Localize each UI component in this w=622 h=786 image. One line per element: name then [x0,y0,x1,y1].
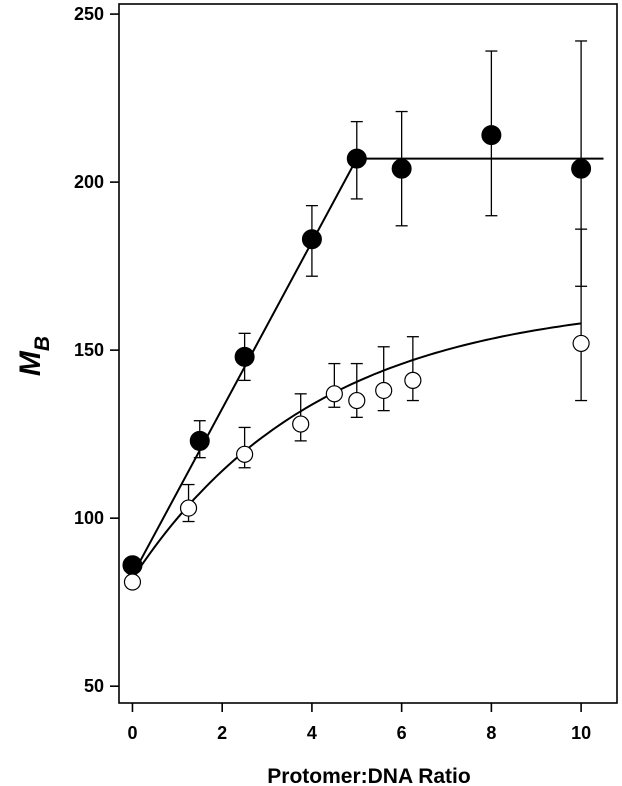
data-point-filled [391,158,412,179]
x-tick-label: 6 [397,723,407,743]
x-axis-title: Protomer:DNA Ratio [267,765,470,786]
x-tick-label: 8 [486,723,496,743]
x-tick-label: 4 [307,723,317,743]
data-point-filled [234,346,255,367]
plot-frame-layer [118,3,618,704]
data-point-filled [346,148,367,169]
data-point-open [292,415,310,433]
y-axis-title: MB [14,336,54,376]
y-tick-label: 250 [74,4,104,24]
data-point-filled [301,229,322,250]
data-point-open [325,385,343,403]
data-point-filled [122,555,143,576]
data-points-layer [122,125,592,591]
data-point-open [572,334,590,353]
data-point-open [123,573,142,591]
axis-ticks-layer: 0 2 4 6 8 10 50 100 150 200 250 [74,4,591,743]
x-tick-label: 0 [127,723,137,743]
data-point-open [179,499,198,517]
y-axis-title-main: M [14,350,47,376]
fit-line-series-1 [131,157,604,576]
y-axis-title-subscript: B [31,336,54,351]
x-tick-label: 2 [217,723,227,743]
data-point-open [236,445,254,463]
y-tick-label: 200 [74,172,104,192]
data-point-open [375,381,393,400]
y-tick-label: 150 [74,340,104,360]
data-point-open [404,371,422,389]
x-tick-label: 10 [571,723,591,743]
data-point-filled [481,125,502,146]
data-point-filled [189,430,210,451]
fit-lines-layer [131,157,604,580]
y-tick-label: 100 [74,508,104,528]
plot-area-border [118,3,618,704]
data-point-open [348,391,366,410]
data-point-filled [571,158,592,179]
y-tick-label: 50 [84,676,104,696]
